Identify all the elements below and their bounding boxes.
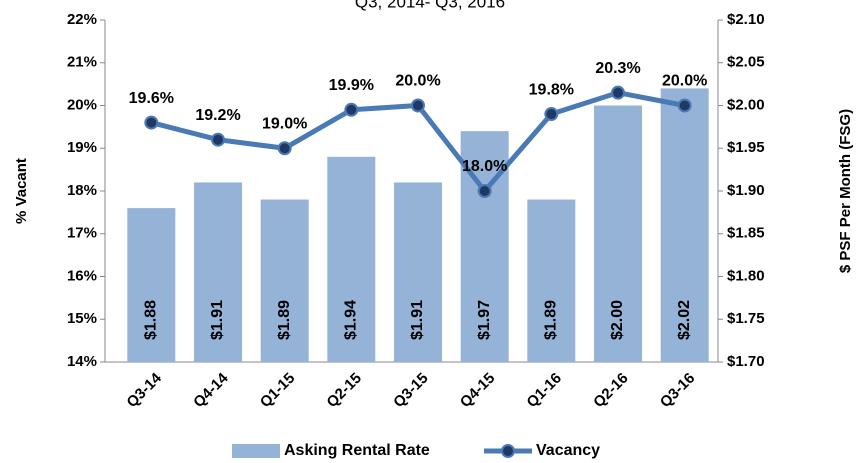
chart-title: Q3, 2014- Q3, 2016 <box>355 0 505 11</box>
y2-tick-label: $1.80 <box>727 267 765 284</box>
point-value-label: 19.8% <box>529 81 574 98</box>
y-tick-label: 20% <box>67 96 97 113</box>
marker <box>344 102 359 117</box>
marker <box>277 141 292 156</box>
bar <box>194 182 242 362</box>
point-value-label: 19.6% <box>129 90 174 107</box>
bar <box>594 105 642 362</box>
point-value-label: 19.9% <box>329 77 374 94</box>
legend-swatch <box>232 444 280 458</box>
legend-label: Vacancy <box>536 442 600 459</box>
point-value-label: 19.2% <box>195 107 240 124</box>
bar <box>394 182 442 362</box>
legend-marker <box>501 444 515 458</box>
y2-tick-label: $2.00 <box>727 96 765 113</box>
point-value-label: 20.3% <box>595 60 640 77</box>
y2-tick-label: $1.75 <box>727 310 765 327</box>
marker <box>544 107 559 122</box>
x-tick-label: Q2-16 <box>590 370 632 412</box>
marker <box>677 98 692 113</box>
bar-value-label: $1.97 <box>476 300 493 340</box>
x-tick-label: Q2-15 <box>323 370 365 412</box>
x-tick-label: Q3-16 <box>657 370 699 412</box>
bar-value-label: $1.91 <box>209 300 226 340</box>
bar <box>527 199 576 362</box>
y-tick-label: 21% <box>67 54 97 71</box>
y-tick-label: 16% <box>67 267 97 284</box>
bar-value-label: $1.94 <box>343 300 360 340</box>
bar <box>260 199 309 362</box>
y2-tick-label: $1.90 <box>727 182 765 199</box>
x-tick-label: Q4-14 <box>190 369 232 411</box>
bar-value-label: $1.91 <box>409 300 426 340</box>
bar <box>327 156 376 362</box>
legend-label: Asking Rental Rate <box>284 442 430 459</box>
bar-value-label: $1.89 <box>543 300 560 340</box>
point-value-label: 20.0% <box>662 73 707 90</box>
bar-value-label: $2.02 <box>676 300 693 340</box>
y2-tick-label: $1.85 <box>727 225 765 242</box>
x-tick-label: Q3-15 <box>390 370 432 412</box>
bar <box>127 208 176 362</box>
y-tick-label: 18% <box>67 182 97 199</box>
x-tick-label: Q3-14 <box>123 369 165 411</box>
y2-axis-title: $ PSF Per Month (FSG) <box>837 109 854 273</box>
bar-value-label: $1.88 <box>143 300 160 340</box>
x-tick-label: Q4-15 <box>457 370 499 412</box>
bar-value-label: $1.89 <box>276 300 293 340</box>
y-tick-label: 14% <box>67 353 97 370</box>
marker <box>611 85 625 100</box>
point-value-label: 18.0% <box>462 158 507 175</box>
marker <box>411 98 425 113</box>
y-axis-title: % Vacant <box>13 158 30 224</box>
point-value-label: 20.0% <box>395 73 440 90</box>
y2-tick-label: $1.70 <box>727 353 765 370</box>
marker <box>477 184 492 198</box>
y-tick-label: 17% <box>67 225 97 242</box>
y2-tick-label: $1.95 <box>727 139 765 156</box>
y-tick-label: 19% <box>67 139 97 156</box>
y2-tick-label: $2.05 <box>727 54 765 71</box>
bar <box>660 88 709 363</box>
marker <box>144 115 159 130</box>
bar-value-label: $2.00 <box>609 300 626 340</box>
point-value-label: 19.0% <box>262 115 307 132</box>
x-tick-label: Q1-16 <box>523 370 565 412</box>
y-tick-label: 22% <box>67 11 97 28</box>
y2-tick-label: $2.10 <box>727 11 765 28</box>
x-tick-label: Q1-15 <box>257 370 299 412</box>
y-tick-label: 15% <box>67 310 97 327</box>
marker <box>211 132 225 147</box>
